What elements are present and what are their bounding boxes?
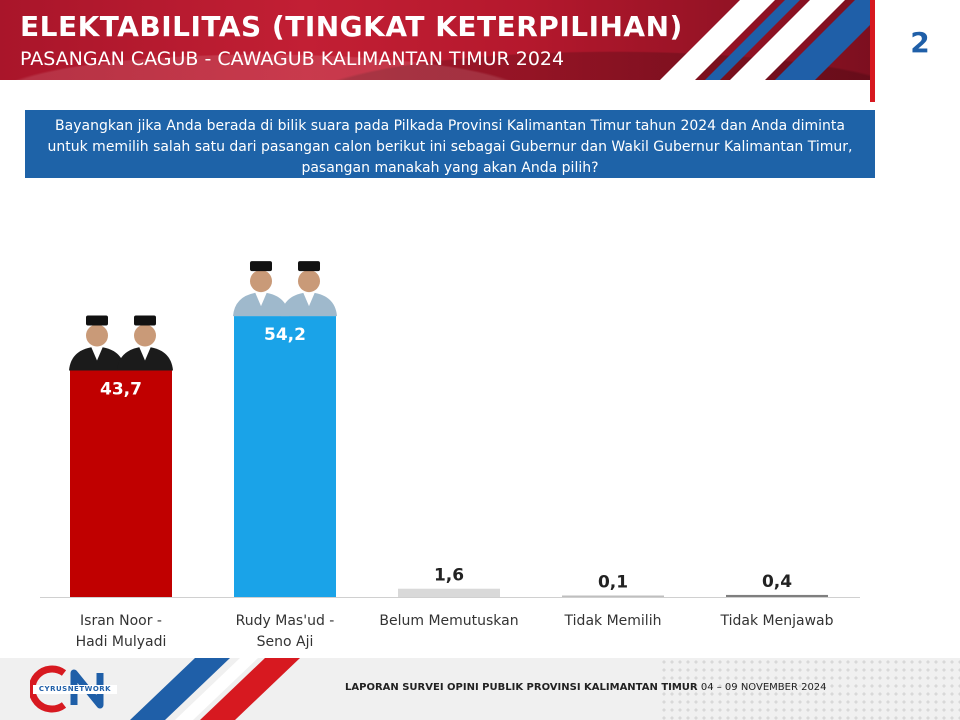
survey-question-box: Bayangkan jika Anda berada di bilik suar… xyxy=(25,110,875,178)
header-stripes-decoration xyxy=(660,0,875,80)
bar xyxy=(562,595,664,597)
category-label: Tidak Memilih xyxy=(564,613,662,629)
category-label: Belum Memutuskan xyxy=(379,613,518,629)
page-number: 2 xyxy=(910,26,930,59)
footer-report-info: LAPORAN SURVEI OPINI PUBLIK PROVINSI KAL… xyxy=(345,682,855,693)
bar xyxy=(70,370,172,597)
footer-dot-pattern xyxy=(660,658,960,720)
report-dates: 04 – 09 NOVEMBER 2024 xyxy=(700,682,827,693)
data-label: 54,2 xyxy=(264,325,306,345)
data-label: 0,4 xyxy=(762,572,792,592)
header-banner: ELEKTABILITAS (TINGKAT KETERPILIHAN) PAS… xyxy=(0,0,875,80)
report-label: LAPORAN SURVEI OPINI PUBLIK PROVINSI KAL… xyxy=(345,682,698,693)
category-label: Seno Aji xyxy=(257,634,314,650)
candidate-pair-photo-icon xyxy=(69,315,173,371)
category-label: Hadi Mulyadi xyxy=(76,634,167,650)
data-label: 1,6 xyxy=(434,566,464,586)
bar xyxy=(398,588,500,597)
data-label: 43,7 xyxy=(100,379,142,399)
bar xyxy=(234,316,336,597)
footer-stripes-decoration xyxy=(130,658,300,720)
logo-text: CYRUSNETWORK xyxy=(33,685,117,694)
page-subtitle: PASANGAN CAGUB - CAWAGUB KALIMANTAN TIMU… xyxy=(20,48,565,70)
electability-bar-chart: 43,7 Isran Noor - Hadi Mulyadi 54,2 Rudy Mas… xyxy=(40,261,860,650)
page-title: ELEKTABILITAS (TINGKAT KETERPILIHAN) xyxy=(20,10,683,43)
bar xyxy=(726,594,828,597)
category-label: Rudy Mas'ud - xyxy=(236,613,335,629)
data-label: 0,1 xyxy=(598,573,628,593)
category-label: Tidak Menjawab xyxy=(720,613,834,629)
footer xyxy=(0,658,960,720)
candidate-pair-photo-icon xyxy=(233,261,337,317)
header-divider xyxy=(870,0,875,102)
category-label: Isran Noor - xyxy=(80,613,162,629)
